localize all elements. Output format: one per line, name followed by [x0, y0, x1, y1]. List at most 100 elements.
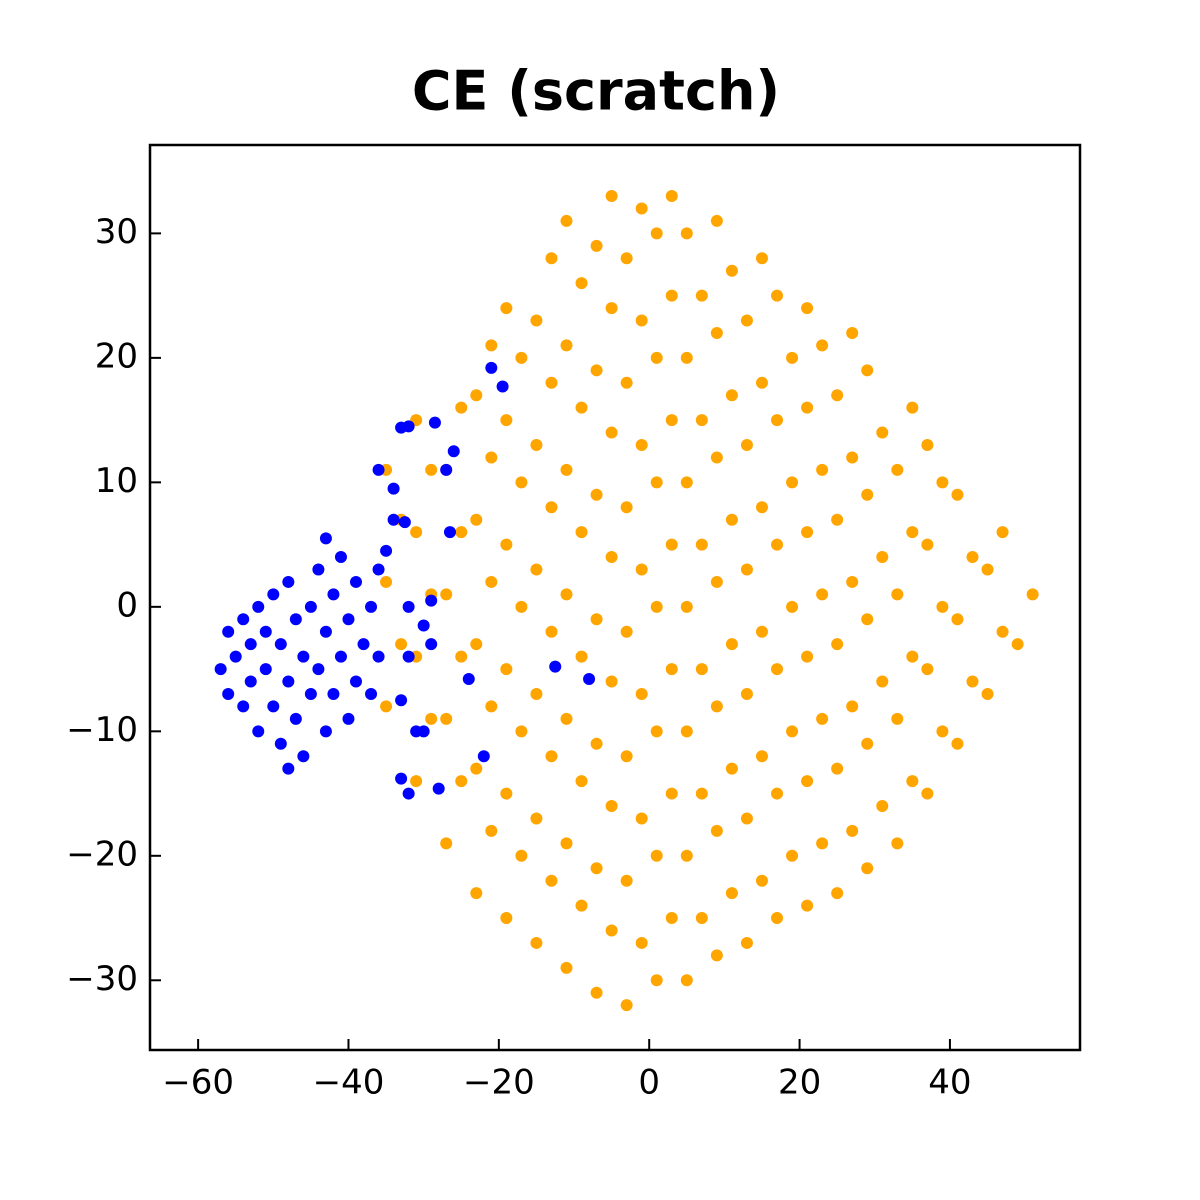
- scatter-point: [951, 613, 964, 626]
- scatter-point: [327, 687, 340, 700]
- scatter-point: [876, 426, 889, 439]
- scatter-point: [590, 239, 603, 252]
- scatter-point: [620, 252, 633, 265]
- scatter-point: [515, 849, 528, 862]
- y-tick-label: −20: [66, 834, 138, 874]
- scatter-point: [650, 476, 663, 489]
- scatter-point: [1026, 588, 1039, 601]
- scatter-point: [695, 414, 708, 427]
- scatter-point: [530, 563, 543, 576]
- scatter-point: [816, 339, 829, 352]
- scatter-point: [861, 862, 874, 875]
- y-tick-label: 20: [95, 336, 138, 376]
- scatter-point: [966, 551, 979, 564]
- scatter-point: [485, 575, 498, 588]
- scatter-point: [222, 625, 235, 638]
- scatter-point: [327, 588, 340, 601]
- scatter-point: [710, 214, 723, 227]
- scatter-point: [477, 750, 490, 763]
- scatter-point: [440, 463, 453, 476]
- scatter-point: [755, 750, 768, 763]
- scatter-point: [545, 625, 558, 638]
- scatter-point: [846, 451, 859, 464]
- scatter-point: [635, 812, 648, 825]
- scatter-point: [545, 750, 558, 763]
- scatter-point: [319, 725, 332, 738]
- scatter-point: [590, 737, 603, 750]
- scatter-point: [620, 625, 633, 638]
- scatter-point: [650, 725, 663, 738]
- scatter-point: [342, 712, 355, 725]
- scatter-point: [222, 687, 235, 700]
- scatter-point: [312, 563, 325, 576]
- scatter-point: [560, 712, 573, 725]
- scatter-point: [455, 401, 468, 414]
- scatter-point: [282, 575, 295, 588]
- scatter-point: [740, 812, 753, 825]
- scatter-point: [500, 414, 513, 427]
- scatter-point: [560, 339, 573, 352]
- scatter-point: [771, 538, 784, 551]
- scatter-point: [846, 326, 859, 339]
- scatter-point: [740, 936, 753, 949]
- scatter-point: [620, 376, 633, 389]
- scatter-point: [891, 837, 904, 850]
- scatter-point: [402, 787, 415, 800]
- scatter-point: [831, 389, 844, 402]
- scatter-point: [447, 445, 460, 458]
- scatter-point: [575, 526, 588, 539]
- scatter-point: [334, 650, 347, 663]
- scatter-point: [891, 463, 904, 476]
- scatter-point: [560, 588, 573, 601]
- scatter-point: [710, 451, 723, 464]
- scatter-point: [710, 575, 723, 588]
- scatter-point: [755, 252, 768, 265]
- scatter-point: [560, 463, 573, 476]
- scatter-point: [635, 439, 648, 452]
- x-tick-label: 20: [778, 1063, 821, 1103]
- scatter-point: [740, 314, 753, 327]
- scatter-point: [680, 974, 693, 987]
- scatter-point: [740, 439, 753, 452]
- scatter-point: [304, 600, 317, 613]
- scatter-point: [590, 488, 603, 501]
- scatter-point: [297, 650, 310, 663]
- scatter-point: [402, 650, 415, 663]
- scatter-point: [695, 663, 708, 676]
- scatter-point: [485, 339, 498, 352]
- scatter-point: [816, 712, 829, 725]
- scatter-point: [485, 361, 498, 374]
- scatter-point: [549, 660, 562, 673]
- scatter-point: [665, 663, 678, 676]
- scatter-point: [876, 800, 889, 813]
- scatter-point: [282, 762, 295, 775]
- scatter-point: [755, 874, 768, 887]
- scatter-point: [725, 389, 738, 402]
- scatter-point: [906, 775, 919, 788]
- scatter-point: [801, 650, 814, 663]
- scatter-point: [500, 302, 513, 315]
- scatter-point: [650, 227, 663, 240]
- scatter-point: [876, 675, 889, 688]
- scatter-point: [319, 625, 332, 638]
- scatter-point: [267, 588, 280, 601]
- scatter-point: [1011, 638, 1024, 651]
- scatter-point: [771, 414, 784, 427]
- scatter-point: [936, 476, 949, 489]
- scatter-point: [921, 787, 934, 800]
- scatter-point: [876, 551, 889, 564]
- scatter-point: [665, 538, 678, 551]
- scatter-point: [816, 463, 829, 476]
- scatter-point: [440, 588, 453, 601]
- scatter-point: [342, 613, 355, 626]
- scatter-point: [380, 700, 393, 713]
- scatter-point: [244, 638, 257, 651]
- scatter-point: [455, 775, 468, 788]
- scatter-point: [545, 376, 558, 389]
- chart-title: CE (scratch): [412, 60, 780, 123]
- scatter-point: [861, 364, 874, 377]
- scatter-point: [710, 824, 723, 837]
- scatter-point: [530, 314, 543, 327]
- scatter-point: [786, 600, 799, 613]
- scatter-point: [410, 526, 423, 539]
